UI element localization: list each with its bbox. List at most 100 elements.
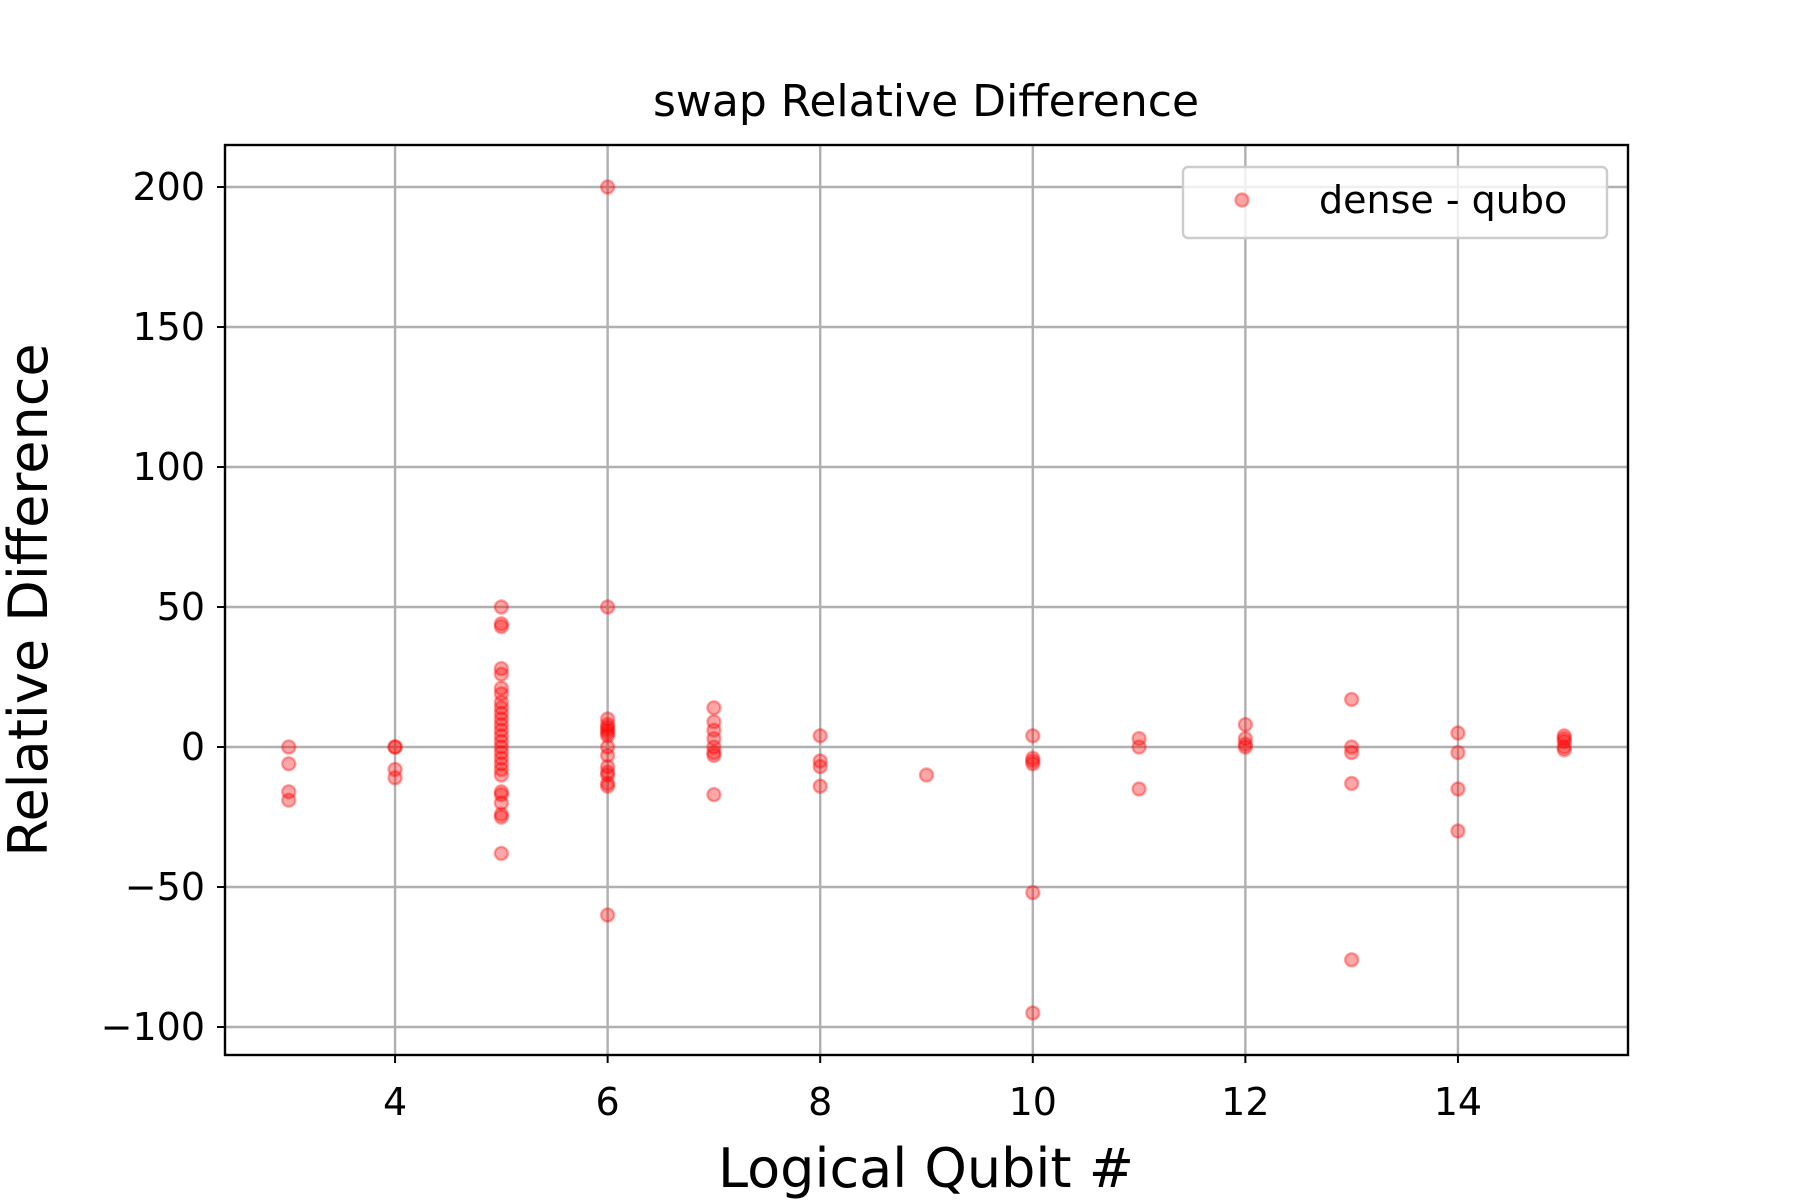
data-point — [599, 747, 616, 764]
data-point — [706, 700, 722, 716]
data-point — [1237, 730, 1254, 747]
data-point — [281, 739, 297, 755]
y-tick-label: 150 — [132, 305, 205, 349]
data-point — [1556, 730, 1572, 747]
y-tick-label: 100 — [132, 445, 205, 489]
data-point — [706, 786, 722, 803]
data-point — [387, 739, 403, 755]
data-point — [1025, 756, 1041, 772]
data-point — [1025, 1005, 1041, 1021]
grid — [225, 145, 1628, 1055]
data-point — [599, 719, 616, 736]
data-point — [1343, 691, 1360, 708]
data-point — [493, 756, 510, 772]
legend-marker — [1234, 192, 1250, 208]
data-point — [1237, 736, 1254, 752]
data-point — [493, 716, 510, 733]
data-point — [493, 767, 510, 783]
plot-frame — [223, 143, 1630, 1057]
data-point — [812, 728, 828, 744]
data-points — [281, 179, 1572, 1021]
legend: dense - qubo — [1181, 165, 1609, 240]
x-tick-label: 6 — [596, 1080, 620, 1124]
data-point — [493, 728, 510, 744]
data-point — [493, 795, 510, 811]
data-point — [918, 767, 935, 783]
x-tick-label: 4 — [383, 1080, 407, 1124]
data-point — [1450, 725, 1466, 741]
data-point — [599, 758, 616, 775]
data-point — [1450, 781, 1466, 797]
data-point — [281, 792, 297, 808]
data-point — [599, 775, 616, 792]
data-point — [1343, 739, 1360, 755]
y-tick-label: 0 — [181, 725, 205, 769]
data-point — [599, 778, 616, 794]
x-tick-label: 10 — [1009, 1080, 1057, 1124]
x-axis-ticks: 4 6 8 10 12 14 — [383, 1055, 1482, 1124]
data-point — [493, 666, 510, 682]
data-point — [493, 700, 510, 716]
data-point — [599, 767, 616, 783]
data-point — [1237, 739, 1254, 755]
x-tick-label: 12 — [1221, 1080, 1269, 1124]
x-tick-label: 8 — [808, 1080, 832, 1124]
data-point — [1025, 753, 1041, 769]
data-point — [493, 680, 510, 696]
data-point — [1450, 823, 1466, 839]
data-point — [599, 725, 616, 741]
data-point — [387, 770, 403, 786]
data-point — [493, 616, 510, 632]
data-point — [1025, 884, 1041, 901]
data-point — [1131, 781, 1147, 797]
data-point — [281, 756, 297, 772]
data-point — [1343, 775, 1360, 792]
data-point — [1025, 728, 1041, 744]
legend-label: dense - qubo — [1319, 178, 1567, 222]
data-point — [1131, 730, 1147, 747]
data-point — [493, 599, 510, 615]
data-point — [493, 694, 510, 710]
data-point — [812, 758, 828, 775]
data-point — [1131, 739, 1147, 755]
y-tick-label: 50 — [157, 585, 205, 629]
data-point — [706, 730, 722, 747]
data-point — [493, 660, 510, 677]
x-tick-label: 14 — [1434, 1080, 1482, 1124]
data-point — [1556, 733, 1572, 750]
data-point — [1237, 716, 1254, 733]
data-point — [493, 722, 510, 738]
data-point — [493, 750, 510, 766]
data-point — [812, 753, 828, 769]
data-point — [599, 739, 616, 755]
data-point — [706, 714, 722, 730]
data-point — [493, 705, 510, 722]
data-point — [599, 764, 616, 780]
data-point — [706, 744, 722, 761]
data-point — [706, 739, 722, 755]
legend-box — [1181, 165, 1609, 240]
data-point — [599, 728, 616, 744]
y-tick-label: 200 — [132, 165, 205, 209]
data-point — [1343, 952, 1360, 968]
data-point — [1343, 744, 1360, 761]
y-tick-label: −50 — [125, 865, 205, 909]
x-axis-label: Logical Qubit # — [718, 1137, 1134, 1200]
data-point — [387, 761, 403, 778]
chart-title: swap Relative Difference — [653, 76, 1199, 127]
data-point — [493, 761, 510, 778]
data-point — [493, 733, 510, 750]
data-point — [493, 845, 510, 862]
data-point — [599, 716, 616, 733]
data-point — [493, 618, 510, 635]
data-point — [493, 744, 510, 761]
data-point — [493, 809, 510, 825]
data-point — [1556, 739, 1572, 755]
data-point — [1025, 750, 1041, 766]
data-point — [493, 739, 510, 755]
data-point — [1556, 742, 1572, 758]
data-point — [1450, 744, 1466, 761]
data-point — [599, 907, 616, 923]
